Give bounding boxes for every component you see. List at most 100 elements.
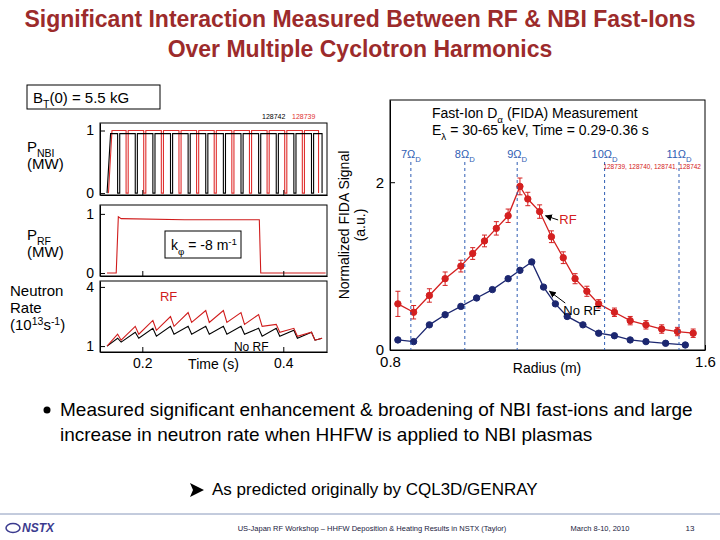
x-axis-line [391, 350, 706, 351]
error-bar [470, 248, 475, 260]
chart-1: 01PRF(MW)kφ = -8 m-1 [27, 205, 328, 281]
y-tick-mark [100, 346, 105, 347]
logo-icon [6, 524, 20, 533]
error-bar [395, 291, 400, 316]
annotation: kφ = -8 m-1 [171, 236, 237, 257]
series-line [398, 186, 693, 333]
x-axis-title: Time (s) [188, 356, 239, 372]
text-run: 7Ω [401, 148, 415, 160]
data-point [662, 340, 668, 346]
text-run: 10Ω [592, 148, 612, 160]
error-bar [659, 325, 664, 333]
data-point [505, 275, 511, 281]
plot-area [395, 162, 697, 350]
data-point [525, 196, 531, 202]
data-point [643, 322, 649, 328]
footer-text: US-Japan RF Workshop – HHFW Deposition &… [238, 524, 507, 533]
harmonic-label: 11ΩD [666, 148, 692, 164]
data-point [627, 337, 633, 343]
y-tick-mark [100, 131, 105, 132]
x-axis-line [101, 352, 328, 353]
data-point [690, 330, 696, 336]
harmonic-line [517, 162, 518, 350]
y-axis-title: (a.u.) [352, 209, 368, 242]
bullet-text: Measured significant enhancement & broad… [60, 397, 710, 447]
plot-area [107, 131, 322, 194]
data-point [469, 250, 475, 256]
y-axis-title: (1013s-1) [10, 315, 65, 333]
x-tick: 0.2 [133, 347, 153, 371]
chart-0: 01PNBI(MW)128742128739 [27, 113, 328, 201]
error-bar [643, 321, 648, 329]
text-run: 8Ω [455, 148, 469, 160]
data-point [682, 342, 688, 348]
y-tick: 1 [86, 122, 105, 138]
error-bar [506, 209, 511, 222]
data-point [611, 333, 617, 339]
x-tick [283, 190, 284, 195]
y-axis: 02 [376, 101, 395, 359]
data-point [560, 255, 566, 261]
error-bar [549, 231, 554, 243]
series-label: No RF [563, 303, 601, 318]
harmonic-label: 7ΩD [401, 148, 421, 164]
series-label: RF [160, 289, 177, 304]
series-name: 128742 [262, 113, 285, 120]
error-bar [691, 329, 696, 337]
error-bar [628, 316, 633, 324]
y-axis-title: (MW) [27, 155, 64, 172]
sub-bullet-arrow [190, 483, 204, 497]
y-axis-line [390, 101, 391, 351]
series-label: No RF [234, 340, 269, 354]
y-axis-line [100, 282, 101, 353]
bullet-dot [44, 407, 51, 414]
text-run: -1 [51, 315, 60, 327]
series-line [108, 131, 318, 194]
plot-frame [390, 100, 705, 350]
y-axis-line [100, 206, 101, 277]
data-point [658, 326, 664, 332]
y-tick-label: 1 [86, 122, 94, 138]
y-axis: 14 [86, 279, 105, 354]
data-point [627, 317, 633, 323]
data-point [674, 328, 680, 334]
data-point [395, 337, 401, 343]
footer-page: 13 [686, 524, 695, 533]
text-run: B [33, 89, 43, 106]
footer-logo: NSTX [22, 521, 55, 535]
plot-frame [100, 281, 327, 352]
data-point [517, 183, 523, 189]
text-run: P [27, 226, 37, 243]
y-tick: 1 [86, 206, 105, 222]
y-tick-mark [100, 287, 105, 288]
harmonic-label: 9ΩD [507, 148, 527, 164]
slide-title: Significant Interaction Measured Between… [10, 4, 710, 64]
chart-3: 0.81.6027ΩD8ΩD9ΩD10ΩD11ΩDFast-Ion Dα (FI… [336, 100, 716, 376]
y-tick-mark [100, 193, 105, 194]
data-point [458, 263, 464, 269]
series-label: RF [559, 212, 576, 227]
data-point [426, 322, 432, 328]
series-line [107, 134, 322, 193]
data-point [529, 259, 535, 265]
x-axis-line [101, 276, 328, 277]
chart-2: 0.20.414NeutronRate(1013s-1)Time (s)RFNo… [10, 279, 328, 372]
data-point [584, 288, 590, 294]
y-tick-label: 0 [86, 185, 94, 201]
y-tick-label: 1 [86, 206, 94, 222]
error-bar [573, 274, 578, 284]
error-bar [525, 192, 530, 205]
data-point [505, 213, 511, 219]
x-tick-mark [283, 347, 284, 352]
data-point [493, 225, 499, 231]
footer-rule [0, 514, 720, 515]
y-tick: 2 [376, 174, 395, 191]
harmonic-line [410, 162, 411, 350]
y-tick-mark [390, 350, 395, 351]
series-name: 128739 [292, 113, 315, 120]
data-point [548, 234, 554, 240]
series-line [107, 217, 326, 273]
error-bar [443, 272, 448, 285]
text-run: = -8 m [184, 237, 228, 253]
text-run: 13 [32, 315, 44, 327]
